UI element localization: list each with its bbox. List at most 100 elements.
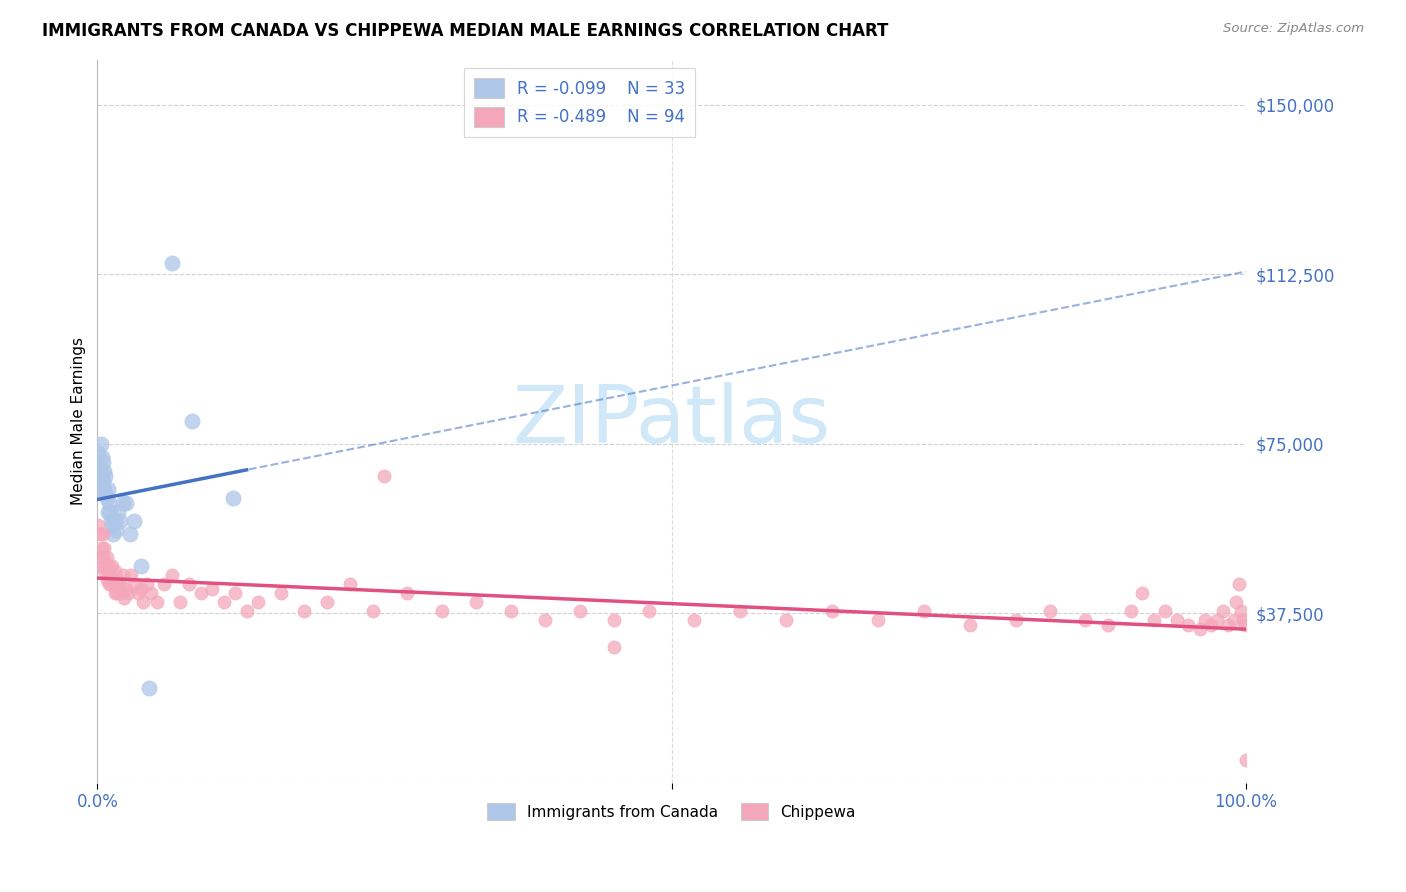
- Point: [91, 559, 114, 574]
- Point: [91, 482, 114, 496]
- Point: [138, 681, 160, 695]
- Point: [91, 541, 114, 555]
- Point: [97, 564, 120, 578]
- Point: [637, 604, 659, 618]
- Point: [316, 595, 339, 609]
- Point: [1097, 617, 1119, 632]
- Point: [465, 595, 488, 609]
- Point: [1199, 617, 1222, 632]
- Point: [683, 613, 706, 627]
- Point: [104, 523, 127, 537]
- Point: [91, 450, 114, 465]
- Point: [222, 491, 245, 506]
- Point: [959, 617, 981, 632]
- Point: [1230, 604, 1253, 618]
- Point: [96, 549, 118, 564]
- Point: [100, 577, 122, 591]
- Point: [89, 459, 111, 474]
- Point: [568, 604, 591, 618]
- Point: [120, 568, 142, 582]
- Point: [534, 613, 557, 627]
- Point: [1194, 613, 1216, 627]
- Point: [107, 573, 129, 587]
- Point: [1119, 604, 1142, 618]
- Point: [292, 604, 315, 618]
- Point: [603, 640, 626, 655]
- Point: [103, 564, 125, 578]
- Point: [1166, 613, 1188, 627]
- Point: [97, 559, 120, 574]
- Point: [180, 414, 202, 428]
- Point: [100, 514, 122, 528]
- Point: [89, 527, 111, 541]
- Point: [93, 464, 115, 478]
- Point: [1130, 586, 1153, 600]
- Point: [101, 559, 124, 574]
- Point: [868, 613, 890, 627]
- Point: [373, 468, 395, 483]
- Point: [87, 518, 110, 533]
- Point: [235, 604, 257, 618]
- Point: [1232, 613, 1254, 627]
- Point: [603, 613, 626, 627]
- Point: [97, 577, 120, 591]
- Point: [247, 595, 270, 609]
- Point: [1225, 595, 1247, 609]
- Point: [96, 573, 118, 587]
- Point: [98, 505, 121, 519]
- Point: [94, 486, 117, 500]
- Point: [98, 568, 121, 582]
- Point: [1143, 613, 1166, 627]
- Point: [146, 595, 169, 609]
- Point: [97, 496, 120, 510]
- Point: [160, 256, 183, 270]
- Y-axis label: Median Male Earnings: Median Male Earnings: [72, 337, 86, 506]
- Point: [1234, 754, 1257, 768]
- Point: [97, 482, 120, 496]
- Point: [94, 468, 117, 483]
- Point: [1227, 577, 1250, 591]
- Point: [179, 577, 201, 591]
- Point: [91, 455, 114, 469]
- Point: [127, 586, 149, 600]
- Point: [111, 496, 134, 510]
- Point: [430, 604, 453, 618]
- Legend: Immigrants from Canada, Chippewa: Immigrants from Canada, Chippewa: [481, 797, 862, 826]
- Point: [110, 514, 132, 528]
- Point: [339, 577, 361, 591]
- Point: [1154, 604, 1177, 618]
- Point: [730, 604, 752, 618]
- Point: [90, 549, 112, 564]
- Point: [396, 586, 419, 600]
- Point: [90, 468, 112, 483]
- Point: [108, 582, 131, 596]
- Point: [499, 604, 522, 618]
- Point: [160, 568, 183, 582]
- Point: [97, 505, 120, 519]
- Point: [1188, 623, 1211, 637]
- Point: [1005, 613, 1028, 627]
- Point: [122, 577, 145, 591]
- Point: [153, 577, 176, 591]
- Point: [775, 613, 797, 627]
- Point: [93, 482, 115, 496]
- Point: [190, 586, 212, 600]
- Point: [821, 604, 844, 618]
- Point: [169, 595, 191, 609]
- Point: [141, 586, 163, 600]
- Point: [118, 527, 141, 541]
- Point: [1223, 613, 1246, 627]
- Point: [103, 514, 125, 528]
- Point: [103, 586, 125, 600]
- Point: [117, 586, 139, 600]
- Point: [110, 586, 132, 600]
- Point: [135, 577, 157, 591]
- Point: [91, 549, 114, 564]
- Point: [1233, 617, 1256, 632]
- Point: [104, 577, 127, 591]
- Point: [115, 496, 138, 510]
- Point: [93, 564, 115, 578]
- Point: [122, 514, 145, 528]
- Point: [94, 559, 117, 574]
- Point: [1177, 617, 1199, 632]
